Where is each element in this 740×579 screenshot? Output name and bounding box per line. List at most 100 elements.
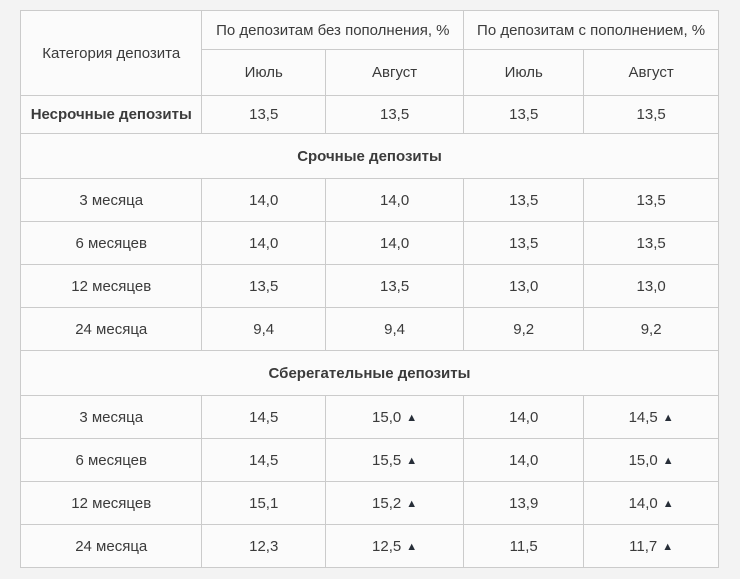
value-cell: 14,0 bbox=[463, 438, 585, 482]
rate-value: 14,5 bbox=[249, 408, 279, 426]
value-cell: 14,0 bbox=[201, 221, 326, 265]
value-cell: 9,2 bbox=[583, 307, 719, 351]
value-cell: 13,5 bbox=[324, 95, 465, 134]
value-cell: 13,5 bbox=[463, 178, 585, 222]
increase-triangle-icon: ▲ bbox=[662, 411, 674, 424]
value-cell: 15,2 ▲ bbox=[324, 481, 465, 525]
group-header-row: Категория депозита По депозитам без попо… bbox=[19, 10, 719, 96]
rate-value: 11,5 bbox=[509, 537, 538, 555]
month-header-row: Июль Август Июль Август bbox=[21, 49, 719, 96]
table-body: Несрочные депозиты 13,5 13,5 13,5 13,5 Срочны… bbox=[19, 95, 719, 568]
row-label: 6 месяцев bbox=[19, 221, 203, 265]
rate-value: 13,5 bbox=[509, 106, 539, 123]
value-cell: 13,5 bbox=[324, 264, 465, 308]
rate-value: 15,1 bbox=[249, 494, 279, 512]
row-label: 6 месяцев bbox=[19, 438, 203, 482]
table-row: 6 месяцев 14,5 15,5 ▲ 14,0 15,0 ▲ bbox=[19, 438, 719, 482]
rate-value: 12,5 bbox=[372, 537, 402, 555]
table-row: 6 месяцев 14,0 14,0 13,5 13,5 bbox=[19, 221, 719, 265]
rate-value: 12,3 bbox=[249, 537, 279, 555]
table-header: Категория депозита По депозитам без попо… bbox=[19, 10, 719, 96]
value-cell: 15,0 ▲ bbox=[583, 438, 719, 482]
rate-value: 14,0 bbox=[509, 451, 539, 469]
rate-value: 14,0 bbox=[509, 408, 539, 426]
month-header-august-2: Август bbox=[583, 49, 719, 96]
row-label: 24 месяца bbox=[19, 307, 203, 351]
value-cell: 15,0 ▲ bbox=[324, 395, 465, 439]
rate-value: 13,9 bbox=[509, 494, 539, 512]
row-label: 12 месяцев bbox=[19, 481, 203, 525]
rate-value: 15,0 bbox=[628, 451, 658, 469]
rate-value: 9,2 bbox=[640, 320, 662, 338]
row-label: Несрочные депозиты bbox=[19, 95, 203, 134]
deposit-rates-table-container: Категория депозита По депозитам без попо… bbox=[19, 10, 719, 568]
rate-value: 13,5 bbox=[509, 191, 539, 209]
rate-value: 15,0 bbox=[372, 408, 402, 426]
rate-value: 13,5 bbox=[509, 234, 539, 252]
increase-triangle-icon: ▲ bbox=[406, 411, 418, 424]
rate-value: 14,0 bbox=[628, 494, 658, 512]
group-header-with-topup: По депозитам с пополнением, % bbox=[463, 10, 719, 50]
rate-value: 13,5 bbox=[636, 106, 666, 123]
section-title: Срочные депозиты bbox=[20, 133, 719, 179]
row-label: 3 месяца bbox=[19, 395, 203, 439]
value-cell: 9,4 bbox=[324, 307, 465, 351]
increase-triangle-icon: ▲ bbox=[662, 497, 674, 510]
value-cell: 14,0 bbox=[324, 221, 465, 265]
value-cell: 14,5 ▲ bbox=[583, 395, 719, 439]
rate-value: 13,5 bbox=[249, 277, 279, 295]
value-cell: 12,5 ▲ bbox=[324, 524, 465, 568]
row-label: 24 месяца bbox=[19, 524, 203, 568]
month-header-august-1: Август bbox=[324, 49, 465, 96]
increase-triangle-icon: ▲ bbox=[406, 540, 418, 553]
value-cell: 9,2 bbox=[463, 307, 585, 351]
value-cell: 13,9 bbox=[463, 481, 585, 525]
value-cell: 14,0 bbox=[201, 178, 326, 222]
value-cell: 11,7 ▲ bbox=[583, 524, 719, 568]
table-row: 3 месяца 14,0 14,0 13,5 13,5 bbox=[19, 178, 719, 222]
rate-value: 14,0 bbox=[380, 191, 410, 209]
rate-value: 13,5 bbox=[249, 106, 279, 123]
table-row: Несрочные депозиты 13,5 13,5 13,5 13,5 bbox=[19, 95, 719, 134]
rate-value: 13,0 bbox=[509, 277, 539, 295]
rate-value: 14,5 bbox=[249, 451, 279, 469]
table-row: 12 месяцев 15,1 15,2 ▲ 13,9 14,0 ▲ bbox=[19, 481, 719, 525]
value-cell: 14,0 ▲ bbox=[583, 481, 719, 525]
increase-triangle-icon: ▲ bbox=[662, 454, 674, 467]
rate-value: 14,0 bbox=[380, 234, 410, 252]
value-cell: 13,5 bbox=[583, 178, 719, 222]
rate-value: 13,5 bbox=[380, 106, 410, 123]
rate-value: 11,7 bbox=[629, 537, 658, 555]
section-row: Сберегательные депозиты bbox=[20, 350, 719, 396]
row-label: 12 месяцев bbox=[19, 264, 203, 308]
month-header-july-2: Июль bbox=[463, 49, 585, 96]
increase-triangle-icon: ▲ bbox=[662, 540, 674, 553]
category-header-cell: Категория депозита bbox=[19, 10, 203, 96]
value-cell: 13,5 bbox=[201, 264, 326, 308]
value-cell: 12,3 bbox=[201, 524, 326, 568]
rate-value: 9,4 bbox=[253, 320, 275, 338]
value-cell: 13,5 bbox=[583, 221, 719, 265]
rate-value: 14,5 bbox=[628, 408, 658, 426]
table-row: 24 месяца 9,4 9,4 9,2 9,2 bbox=[19, 307, 719, 351]
value-cell: 13,5 bbox=[583, 95, 719, 134]
rate-value: 14,0 bbox=[249, 191, 279, 209]
rate-value: 13,5 bbox=[636, 191, 666, 209]
table-row: 12 месяцев 13,5 13,5 13,0 13,0 bbox=[19, 264, 719, 308]
value-cell: 11,5 bbox=[463, 524, 585, 568]
value-cell: 13,5 bbox=[201, 95, 326, 134]
value-cell: 13,5 bbox=[463, 221, 585, 265]
rate-value: 15,5 bbox=[372, 451, 402, 469]
rate-value: 15,2 bbox=[372, 494, 402, 512]
row-label: 3 месяца bbox=[19, 178, 203, 222]
table-row: 3 месяца 14,5 15,0 ▲ 14,0 14,5 ▲ bbox=[19, 395, 719, 439]
table-row: 24 месяца 12,3 12,5 ▲ 11,5 11,7 ▲ bbox=[19, 524, 719, 568]
rate-value: 13,0 bbox=[636, 277, 666, 295]
rate-value: 13,5 bbox=[380, 277, 410, 295]
increase-triangle-icon: ▲ bbox=[406, 497, 418, 510]
value-cell: 13,0 bbox=[463, 264, 585, 308]
rate-value: 14,0 bbox=[249, 234, 279, 252]
value-cell: 13,0 bbox=[583, 264, 719, 308]
section-row: Срочные депозиты bbox=[20, 133, 719, 179]
value-cell: 13,5 bbox=[463, 95, 585, 134]
